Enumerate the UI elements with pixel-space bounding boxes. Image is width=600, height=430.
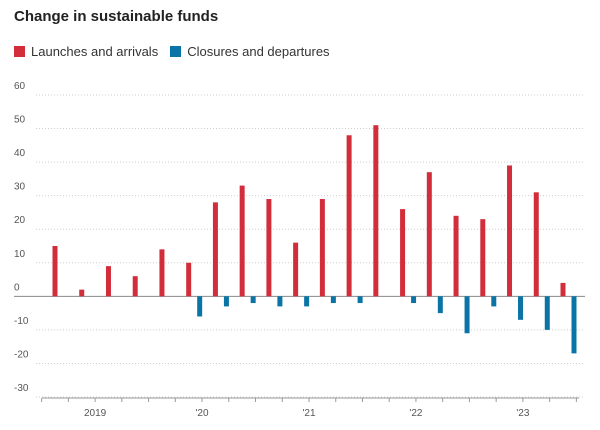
bar-launches bbox=[560, 282, 566, 297]
bar-closures bbox=[250, 296, 256, 304]
x-tick-label: 2019 bbox=[84, 408, 107, 419]
legend-label-closures: Closures and departures bbox=[187, 44, 330, 59]
y-tick-label: 50 bbox=[14, 115, 26, 126]
bar-launches bbox=[453, 215, 459, 297]
bar-closures bbox=[518, 296, 524, 320]
bar-closures bbox=[197, 296, 203, 317]
y-tick-label: -30 bbox=[14, 383, 29, 394]
y-tick-label: 60 bbox=[14, 81, 26, 92]
y-tick-label: -20 bbox=[14, 349, 29, 360]
bar-launches bbox=[212, 202, 218, 297]
bar-closures bbox=[437, 296, 443, 314]
bar-launches bbox=[373, 125, 379, 297]
bar-launches bbox=[105, 266, 111, 297]
bar-closures bbox=[464, 296, 470, 334]
y-tick-label: 40 bbox=[14, 148, 26, 159]
y-tick-label: 30 bbox=[14, 182, 26, 193]
bar-closures bbox=[304, 296, 310, 307]
y-tick-label: 0 bbox=[14, 282, 20, 293]
legend: Launches and arrivals Closures and depar… bbox=[14, 44, 342, 59]
bar-closures bbox=[491, 296, 497, 307]
bar-launches bbox=[319, 199, 325, 297]
legend-swatch-closures bbox=[170, 46, 182, 57]
legend-item-closures: Closures and departures bbox=[170, 44, 330, 59]
y-tick-label: 10 bbox=[14, 249, 26, 260]
bar-launches bbox=[507, 165, 513, 297]
bar-launches bbox=[159, 249, 165, 297]
bar-launches bbox=[346, 135, 352, 297]
bar-closures bbox=[571, 296, 577, 354]
bar-launches bbox=[480, 219, 486, 297]
bar-launches bbox=[186, 262, 192, 297]
x-tick-label: '21 bbox=[302, 408, 315, 419]
y-tick-label: -10 bbox=[14, 316, 29, 327]
legend-label-launches: Launches and arrivals bbox=[31, 44, 159, 59]
x-tick-label: '20 bbox=[196, 408, 209, 419]
bar-closures bbox=[223, 296, 229, 307]
bar-closures bbox=[544, 296, 550, 330]
bar-launches bbox=[426, 172, 432, 297]
bar-closures bbox=[330, 296, 336, 304]
bar-closures bbox=[277, 296, 283, 307]
x-tick-label: '23 bbox=[516, 408, 529, 419]
legend-swatch-launches bbox=[14, 46, 25, 57]
bar-launches bbox=[400, 209, 406, 297]
bar-launches bbox=[266, 199, 272, 297]
bar-launches bbox=[79, 289, 85, 297]
bar-launches bbox=[293, 242, 299, 297]
chart-title: Change in sustainable funds bbox=[14, 8, 219, 25]
bar-closures bbox=[357, 296, 363, 304]
bar-launches bbox=[132, 276, 138, 297]
bar-launches bbox=[533, 192, 539, 297]
x-tick-label: '22 bbox=[409, 408, 422, 419]
bar-launches bbox=[239, 185, 245, 297]
legend-item-launches: Launches and arrivals bbox=[14, 44, 158, 59]
y-tick-label: 20 bbox=[14, 215, 26, 226]
bar-closures bbox=[411, 296, 417, 304]
bar-launches bbox=[52, 246, 58, 297]
